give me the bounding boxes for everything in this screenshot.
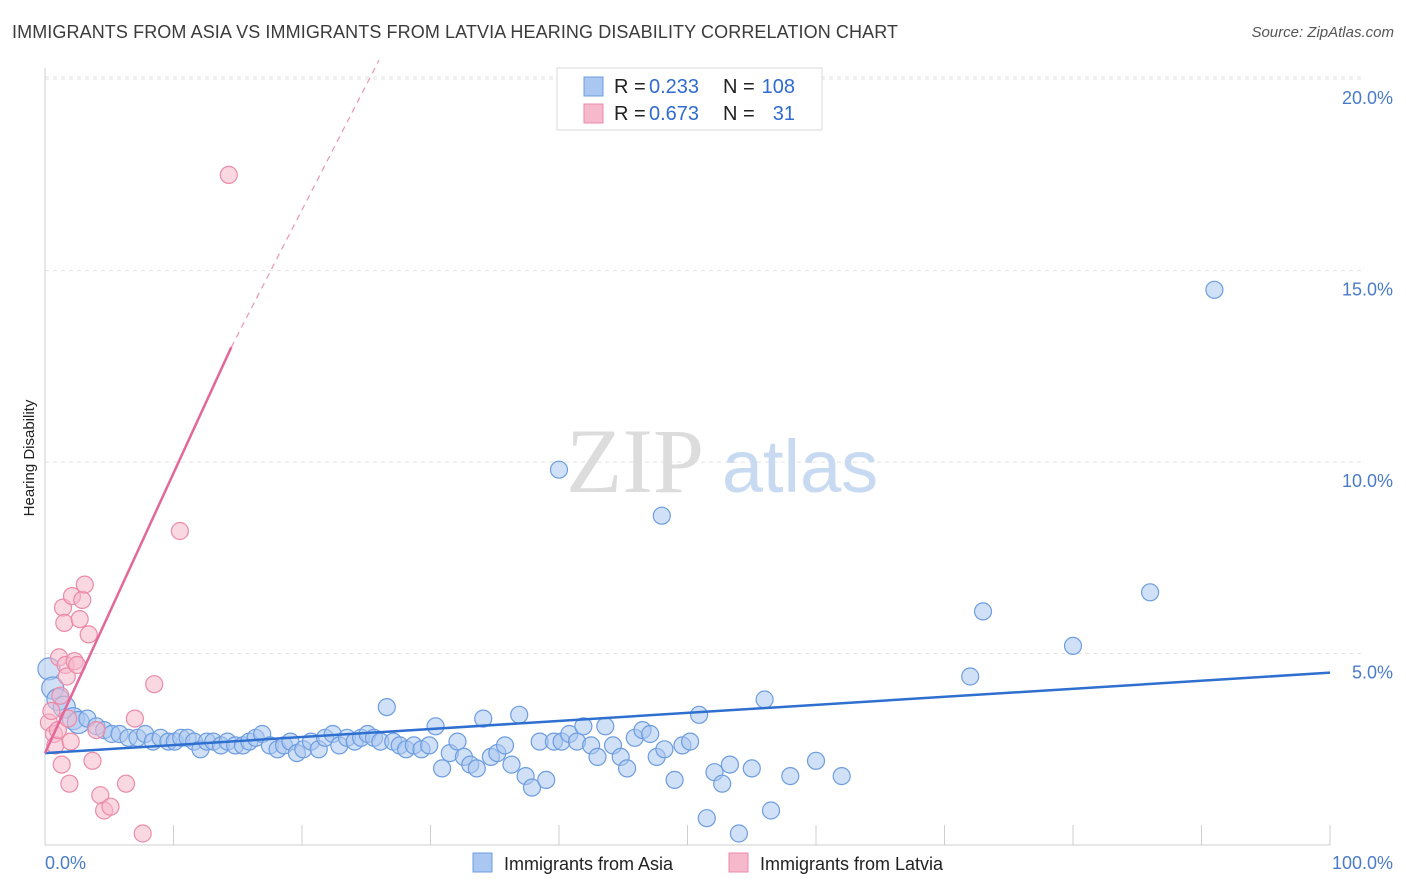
- asia-point-96: [729, 824, 749, 843]
- watermark: ZIP atlas: [566, 410, 878, 512]
- asia-point-90: [680, 732, 700, 751]
- legend-swatch-latvia: [728, 852, 749, 873]
- asia-point-104: [973, 602, 993, 621]
- asia-trend-line: [44, 671, 1331, 755]
- asia-point-55: [426, 717, 445, 736]
- latvia-point-22: [83, 751, 102, 770]
- stats-legend: R = 0.233 N = 108 R = 0.673 N = 31: [556, 67, 823, 131]
- asia-point-61: [467, 759, 486, 778]
- asia-point-92: [697, 809, 716, 828]
- asia-point-108: [549, 460, 569, 479]
- y-tick-label-0: 5.0%: [1352, 663, 1393, 683]
- watermark-atlas: atlas: [722, 425, 878, 508]
- latvia-point-20: [75, 575, 94, 594]
- series-immigrants-from-latvia: [39, 165, 238, 843]
- asia-point-101: [806, 751, 826, 770]
- asia-point-103: [961, 667, 980, 686]
- latvia-point-26: [101, 797, 120, 816]
- stats-r-value-asia: 0.233: [649, 76, 699, 98]
- latvia-point-29: [133, 824, 152, 843]
- asia-point-106: [1140, 583, 1160, 602]
- asia-point-54: [420, 736, 439, 755]
- latvia-point-1: [42, 701, 61, 721]
- asia-point-82: [617, 759, 637, 778]
- y-tick-label-2: 15.0%: [1342, 280, 1393, 300]
- gridlines: [45, 76, 1365, 655]
- latvia-point-28: [125, 709, 144, 728]
- x-tick-label-max: 100.0%: [1332, 853, 1393, 873]
- asia-point-99: [761, 801, 781, 820]
- asia-point-98: [755, 690, 774, 709]
- latvia-point-7: [52, 755, 71, 774]
- stats-r-label-asia: R =: [614, 76, 646, 98]
- asia-point-100: [781, 766, 800, 786]
- source-label: Source: ZipAtlas.com: [1251, 24, 1394, 41]
- latvia-point-27: [116, 774, 136, 793]
- stats-swatch-latvia: [583, 103, 604, 124]
- asia-point-78: [588, 747, 607, 767]
- latvia-point-30: [145, 675, 164, 694]
- asia-point-56: [433, 759, 452, 778]
- latvia-point-13: [60, 774, 79, 793]
- legend-swatch-asia: [472, 852, 493, 873]
- asia-point-105: [1063, 636, 1083, 656]
- asia-point-71: [537, 770, 556, 790]
- latvia-point-23: [87, 720, 106, 740]
- latvia-point-19: [73, 590, 92, 610]
- latvia-point-32: [219, 165, 238, 184]
- asia-point-58: [448, 732, 467, 751]
- asia-point-87: [655, 740, 674, 759]
- y-tick-label-3: 20.0%: [1342, 88, 1393, 108]
- asia-point-67: [510, 705, 529, 724]
- latvia-point-6: [51, 686, 70, 705]
- chart-title: IMMIGRANTS FROM ASIA VS IMMIGRANTS FROM …: [12, 22, 899, 42]
- y-tick-label-1: 10.0%: [1342, 471, 1393, 491]
- asia-point-79: [596, 717, 615, 736]
- stats-r-value-latvia: 0.673: [649, 103, 699, 125]
- stats-n-value-latvia: 31: [773, 103, 795, 125]
- asia-point-94: [713, 774, 732, 793]
- trend-lines: [43, 59, 1331, 755]
- latvia-trend-line: [43, 346, 233, 754]
- asia-point-69: [522, 778, 542, 797]
- asia-point-95: [720, 755, 740, 774]
- stats-n-label-latvia: N =: [723, 103, 755, 125]
- latvia-point-31: [170, 521, 189, 541]
- asia-point-65: [495, 736, 515, 755]
- stats-n-value-asia: 108: [762, 76, 795, 98]
- latvia-trend-line-extension: [230, 59, 380, 348]
- y-axis-label: Hearing Disability: [21, 399, 38, 516]
- latvia-point-21: [79, 625, 98, 644]
- latvia-point-14: [61, 732, 80, 751]
- latvia-point-18: [70, 609, 89, 629]
- asia-point-76: [574, 717, 593, 736]
- asia-point-66: [502, 755, 521, 774]
- asia-point-62: [474, 709, 493, 728]
- latvia-point-9: [55, 613, 74, 633]
- tick-labels: 5.0% 10.0% 15.0% 20.0% 0.0% 100.0%: [45, 88, 1393, 873]
- stats-n-label-asia: N =: [723, 76, 755, 98]
- asia-point-109: [652, 506, 671, 525]
- x-tick-label-min: 0.0%: [45, 853, 86, 873]
- legend-label-asia: Immigrants from Asia: [504, 854, 674, 874]
- series-immigrants-from-asia: [37, 280, 1224, 843]
- stats-swatch-asia: [583, 76, 604, 97]
- bottom-legend: Immigrants from Asia Immigrants from Lat…: [472, 852, 944, 874]
- asia-point-85: [641, 724, 660, 744]
- stats-r-label-latvia: R =: [614, 103, 646, 125]
- legend-label-latvia: Immigrants from Latvia: [760, 854, 944, 874]
- asia-point-91: [689, 705, 709, 724]
- asia-point-107: [1205, 280, 1224, 299]
- asia-point-48: [377, 697, 396, 717]
- watermark-zip: ZIP: [566, 410, 704, 512]
- asia-point-102: [832, 766, 851, 786]
- latvia-point-11: [57, 667, 76, 686]
- asia-point-97: [742, 759, 761, 778]
- asia-point-88: [665, 770, 684, 790]
